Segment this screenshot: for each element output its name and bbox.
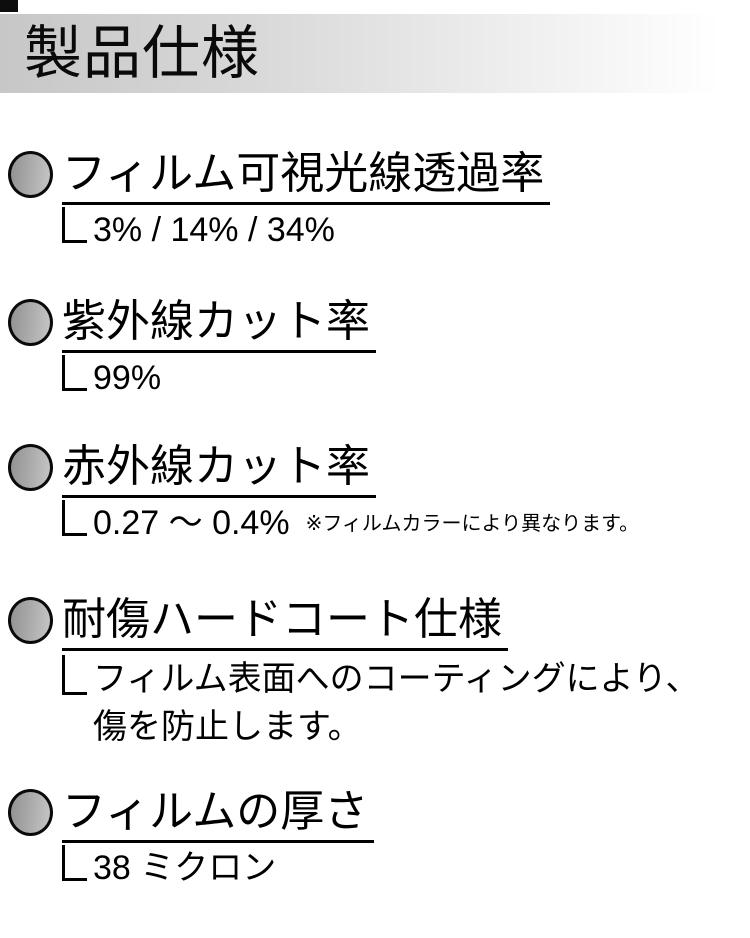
section-heading-row: 耐傷ハードコート仕様 (8, 595, 750, 651)
section-heading-row: 赤外線カット率 (8, 442, 750, 498)
top-left-black-tab (0, 0, 18, 12)
section-value: 0.27 ～ 0.4% (93, 503, 290, 542)
section-value-row: 3% / 14% / 34% (62, 206, 750, 250)
section-heading-row: フィルム可視光線透過率 (8, 149, 750, 205)
section-value-row: 99% (62, 354, 750, 398)
section-value: フィルム表面へのコーティングにより、 傷を防止します。 (93, 659, 700, 746)
section-value: 38 ミクロン (93, 848, 277, 887)
section-uv-cut-rate: 紫外線カット率 99% (8, 297, 750, 398)
section-value: 3% / 14% / 34% (93, 210, 335, 249)
section-ir-cut-rate: 赤外線カット率 0.27 ～ 0.4% ※フィルムカラーにより異なります。 (8, 442, 750, 543)
section-heading: フィルムの厚さ (62, 787, 375, 843)
bullet-circle-icon (8, 597, 53, 644)
title-band: 製品仕様 (0, 14, 750, 93)
branch-icon (62, 654, 87, 695)
section-hard-coat: 耐傷ハードコート仕様 フィルム表面へのコーティングにより、 傷を防止します。 (8, 595, 750, 751)
section-value: 99% (93, 358, 162, 397)
bullet-circle-icon (8, 299, 53, 346)
section-value-row: フィルム表面へのコーティングにより、 傷を防止します。 (62, 653, 750, 752)
branch-icon (62, 844, 87, 881)
section-heading: フィルム可視光線透過率 (62, 149, 551, 205)
section-visible-light-transmittance: フィルム可視光線透過率 3% / 14% / 34% (8, 149, 750, 250)
branch-icon (62, 206, 87, 243)
bullet-circle-icon (8, 151, 53, 198)
section-heading: 赤外線カット率 (62, 442, 376, 498)
section-heading: 耐傷ハードコート仕様 (62, 595, 508, 651)
section-value-row: 38 ミクロン (62, 844, 750, 888)
branch-icon (62, 499, 87, 536)
section-heading: 紫外線カット率 (62, 297, 376, 353)
section-value-row: 0.27 ～ 0.4% ※フィルムカラーにより異なります。 (62, 499, 750, 543)
section-heading-row: フィルムの厚さ (8, 787, 750, 843)
bullet-circle-icon (8, 444, 53, 491)
section-film-thickness: フィルムの厚さ 38 ミクロン (8, 787, 750, 888)
branch-icon (62, 354, 87, 391)
bullet-circle-icon (8, 789, 53, 836)
page-title: 製品仕様 (24, 20, 261, 86)
section-value-note: ※フィルムカラーにより異なります。 (305, 512, 640, 535)
section-heading-row: 紫外線カット率 (8, 297, 750, 353)
